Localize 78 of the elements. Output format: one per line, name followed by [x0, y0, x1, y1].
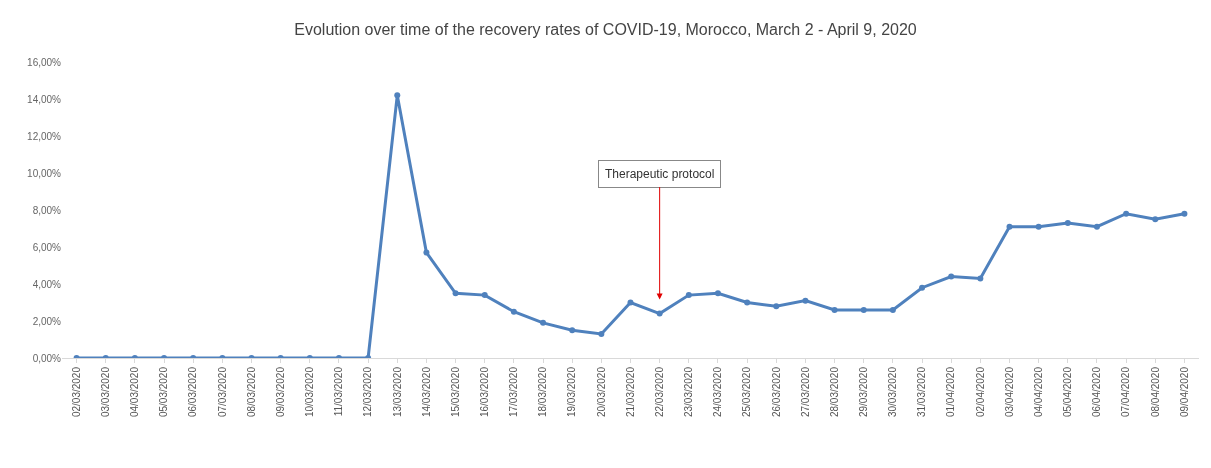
y-tick-label: 10,00%	[27, 167, 62, 179]
x-tick-label: 24/03/2020	[712, 366, 724, 418]
point	[744, 299, 751, 306]
point	[802, 297, 809, 304]
x-tick-label: 23/03/2020	[683, 366, 695, 418]
point	[394, 92, 401, 99]
point	[1093, 223, 1100, 230]
x-tick-label: 03/03/2020	[99, 366, 111, 418]
point	[656, 310, 663, 317]
point	[481, 292, 488, 299]
x-tick-label: 26/03/2020	[770, 366, 782, 418]
x-tick-label: 12/03/2020	[362, 366, 374, 418]
x-tick-label: 06/03/2020	[187, 366, 199, 418]
y-tick-label: 14,00%	[27, 93, 62, 105]
chart-title: Evolution over time of the recovery rates of COVID-19, Morocco, March 2 - April 9, 2020	[294, 20, 917, 38]
x-tick-label: 06/04/2020	[1091, 366, 1103, 418]
point	[598, 330, 605, 337]
point	[1123, 210, 1130, 217]
point	[423, 249, 430, 256]
x-tick-label: 03/04/2020	[1003, 366, 1015, 418]
x-tick-label: 08/04/2020	[1149, 366, 1161, 418]
x-tick-label: 29/03/2020	[857, 366, 869, 418]
point	[1035, 223, 1042, 230]
x-tick-label: 25/03/2020	[741, 366, 753, 418]
x-tick-label: 05/04/2020	[1062, 366, 1074, 418]
point	[1006, 223, 1013, 230]
x-tick-label: 11/03/2020	[333, 366, 345, 417]
point	[1152, 216, 1159, 223]
annotation: Therapeutic protocol	[605, 167, 715, 181]
point	[714, 290, 721, 297]
x-tick-label: 08/03/2020	[245, 366, 257, 418]
point	[948, 273, 955, 280]
x-tick-label: 09/04/2020	[1178, 366, 1190, 418]
x-tick-label: 30/03/2020	[887, 366, 899, 418]
x-tick-label: 09/03/2020	[274, 366, 286, 418]
x-tick-label: 05/03/2020	[158, 366, 170, 418]
y-tick-label: 4,00%	[32, 278, 62, 290]
x-tick-label: 18/03/2020	[537, 366, 549, 418]
x-tick-label: 02/04/2020	[974, 366, 986, 418]
point	[540, 319, 547, 326]
x-tick-label: 17/03/2020	[508, 366, 520, 418]
y-tick-label: 0,00%	[32, 352, 62, 364]
x-tick-label: 15/03/2020	[449, 366, 461, 418]
x-tick-label: 04/04/2020	[1032, 366, 1044, 418]
point	[569, 327, 576, 334]
x-tick-label: 19/03/2020	[566, 366, 578, 418]
x-tick-label: 28/03/2020	[828, 366, 840, 418]
y-tick-label: 2,00%	[32, 315, 62, 327]
point	[1181, 210, 1188, 217]
point	[860, 306, 867, 313]
point	[919, 284, 926, 291]
x-tick-label: 14/03/2020	[420, 366, 432, 418]
point	[831, 306, 838, 313]
point	[510, 308, 517, 315]
x-tick-label: 16/03/2020	[478, 366, 490, 418]
point	[452, 290, 459, 297]
x-tick-label: 21/03/2020	[624, 366, 636, 418]
x-tick-label: 27/03/2020	[799, 366, 811, 418]
point	[685, 292, 692, 299]
point	[1064, 219, 1071, 226]
x-tick-label: 31/03/2020	[916, 366, 928, 418]
point	[889, 306, 896, 313]
x-tick-label: 04/03/2020	[129, 366, 141, 418]
x-tick-label: 20/03/2020	[595, 366, 607, 418]
x-tick-label: 13/03/2020	[391, 366, 403, 418]
x-tick-label: 02/03/2020	[70, 366, 82, 418]
y-tick-label: 16,00%	[27, 56, 62, 68]
x-tick-label: 22/03/2020	[653, 366, 665, 418]
point	[773, 303, 780, 310]
x-tick-label: 07/03/2020	[216, 366, 228, 418]
point	[627, 299, 634, 306]
x-tick-label: 10/03/2020	[304, 366, 316, 418]
y-tick-label: 6,00%	[32, 241, 62, 253]
y-tick-label: 12,00%	[27, 130, 62, 142]
x-tick-label: 07/04/2020	[1120, 366, 1132, 418]
y-tick-label: 8,00%	[32, 204, 62, 216]
point	[977, 275, 984, 282]
x-tick-label: 01/04/2020	[945, 366, 957, 418]
